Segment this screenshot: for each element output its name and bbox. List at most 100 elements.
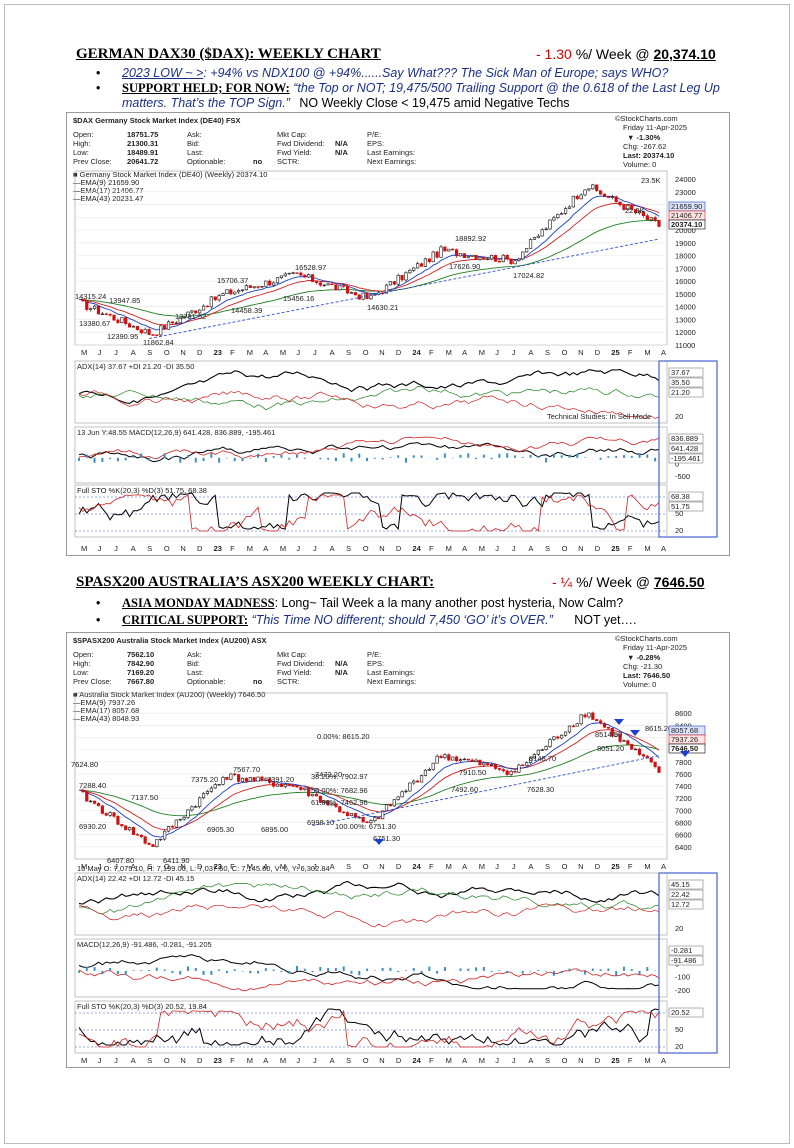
dax-candle-body: [606, 196, 610, 198]
dax-annotation: 13380.67: [79, 319, 110, 328]
asx-candle-body: [451, 756, 455, 761]
dax-month-label: N: [180, 348, 185, 357]
asx-candle-body: [544, 746, 548, 751]
dax-candle-body: [120, 317, 124, 323]
dax-candle-body: [194, 310, 198, 314]
asx-macd-panel-histogram-bar: [319, 966, 322, 971]
dax-month-label: S: [545, 348, 550, 357]
asx-bottom-month: J: [512, 1056, 516, 1065]
asx-info-value: 7842.90: [127, 659, 154, 668]
asx-candle-body: [318, 795, 322, 803]
dax-candle-body: [618, 201, 622, 206]
dax-month-label: N: [578, 348, 583, 357]
dax-macd-panel-histogram-bar: [163, 453, 166, 458]
dax-bottom-month: N: [578, 544, 583, 553]
asx-month-label: A: [462, 862, 467, 871]
asx-macd-panel-histogram-bar: [537, 969, 540, 971]
dax-adx-panel-tag-box: [668, 367, 704, 378]
dax-bottom-month: S: [147, 544, 152, 553]
asx-month-label: A: [330, 862, 335, 871]
asx-bottom-month: F: [628, 1056, 633, 1065]
asx-candle-body: [400, 791, 404, 798]
asx-candle-body: [310, 793, 315, 797]
asx-macd-panel-histogram-bar: [622, 966, 625, 971]
asx-annotation: 7391.20: [267, 775, 294, 784]
dax-candle-body: [400, 275, 404, 281]
asx-month-label: J: [114, 862, 118, 871]
asx-info-label: Last Earnings:: [367, 668, 415, 677]
asx-macd-panel-histogram-bar: [404, 970, 407, 971]
asx-ytick: 8600: [675, 709, 692, 718]
dax-month-label: S: [147, 348, 152, 357]
dax-annotation: 13947.85: [109, 296, 140, 305]
asx-candle-body: [634, 748, 638, 751]
dax-macd-panel-histogram-bar: [140, 453, 143, 458]
asx-month-label: O: [363, 862, 369, 871]
dax-candle-body: [178, 317, 182, 324]
dax-title: GERMAN DAX30 ($DAX): WEEKLY CHART: [76, 46, 381, 62]
dax-candle-body: [419, 263, 424, 267]
dax-candle-body: [517, 258, 521, 261]
dax-month-label: J: [296, 348, 300, 357]
dax-macd-panel-histogram-bar: [459, 454, 462, 458]
dax-annotation: 12390.95: [107, 332, 138, 341]
dax-candle-body: [260, 286, 264, 288]
dax-change-pct: ▼ -1.30%: [627, 133, 661, 142]
dax-candle-body: [124, 317, 128, 325]
asx-candle-body: [217, 784, 221, 786]
dax-na: N/A: [335, 139, 349, 148]
asx-ytick: 7800: [675, 758, 692, 767]
dax-macd-panel-histogram-bar: [366, 457, 369, 462]
asx-macd-panel-histogram-bar: [148, 969, 151, 971]
asx-ema43-label: —EMA(43) 8048.93: [73, 714, 139, 723]
asx-macd-panel-histogram-bar: [467, 968, 470, 971]
dax-macd-panel-histogram-bar: [148, 457, 151, 461]
dax-ytick: 24000: [675, 175, 696, 184]
asx-macd-panel-histogram-bar: [630, 969, 633, 971]
asx-adx-panel-tag-box: [668, 879, 704, 890]
dax-candle-body: [345, 286, 350, 294]
dax-month-label: D: [197, 348, 203, 357]
asx-macd-panel-histogram-bar: [225, 970, 228, 974]
asx-candle-body: [314, 793, 319, 797]
asx-candle-body: [353, 813, 357, 818]
dax-candle-body: [614, 196, 618, 203]
asx-macd-panel-histogram-bar: [615, 970, 618, 976]
asx-ytick: 7200: [675, 794, 692, 803]
dax-bottom-month: F: [429, 544, 434, 553]
dax-candle-body: [342, 285, 346, 287]
asx-ytick: 6400: [675, 843, 692, 852]
asx-bottom-month: J: [495, 1056, 499, 1065]
asx-candle-body: [486, 762, 490, 766]
asx-macd-panel-histogram-bar: [560, 970, 563, 974]
asx-candle-body: [159, 838, 163, 841]
asx-fib-level: 0.00%: 8615.20: [317, 732, 370, 741]
asx-na: N/A: [335, 659, 349, 668]
asx-candle-body: [392, 799, 396, 807]
asx-right-tag: 7937.26: [671, 735, 698, 744]
asx-macd-panel-histogram-bar: [124, 970, 127, 976]
asx-info-label: P/E:: [367, 650, 381, 659]
asx-month-label: J: [98, 862, 102, 871]
dax-macd-panel-ytick: 0: [675, 459, 679, 468]
asx-candle-body: [591, 712, 595, 720]
dax-macd-panel-histogram-bar: [85, 454, 88, 458]
asx-annotation: 6930.20: [79, 822, 106, 831]
dax-macd-panel-histogram-bar: [241, 457, 244, 462]
dax-ema43-label: —EMA(43) 20231.47: [73, 194, 143, 203]
dax-trendline: [148, 238, 660, 340]
asx-candle-body: [252, 777, 256, 782]
asx-na: N/A: [335, 668, 349, 677]
dax-candle-body: [283, 273, 287, 277]
dax-candle-body: [548, 219, 552, 230]
dax-candle-body: [198, 309, 202, 314]
asx-candle-body: [291, 785, 295, 787]
dax-candle-body: [497, 261, 502, 263]
asx-candle-body: [178, 818, 182, 821]
dax-month-label: 23: [214, 348, 222, 357]
dax-info-value: 18751.75: [127, 130, 158, 139]
asx-ema9-label: —EMA(9) 7937.26: [73, 698, 135, 707]
dax-candle-body: [108, 314, 112, 316]
dax-candle-body: [622, 204, 626, 210]
dax-macd-panel-histogram-bar: [537, 456, 540, 458]
